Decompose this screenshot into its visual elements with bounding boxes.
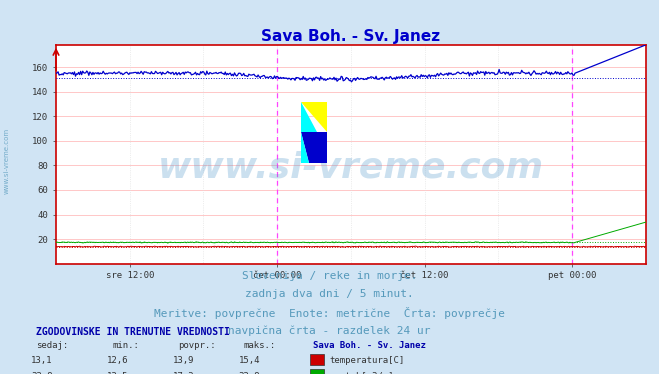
Text: 33,8: 33,8 [31,372,53,374]
Text: www.si-vreme.com: www.si-vreme.com [3,128,10,194]
Polygon shape [301,132,328,163]
Text: 13,5: 13,5 [107,372,129,374]
Text: navpična črta - razdelek 24 ur: navpična črta - razdelek 24 ur [228,325,431,335]
Polygon shape [301,102,328,132]
Text: maks.:: maks.: [244,341,276,350]
Polygon shape [301,132,309,163]
Text: zadnja dva dni / 5 minut.: zadnja dva dni / 5 minut. [245,289,414,299]
Text: 15,4: 15,4 [239,356,260,365]
Text: Meritve: povprečne  Enote: metrične  Črta: povprečje: Meritve: povprečne Enote: metrične Črta:… [154,307,505,319]
Text: www.si-vreme.com: www.si-vreme.com [158,150,544,184]
Text: 13,9: 13,9 [173,356,194,365]
Text: 13,1: 13,1 [31,356,53,365]
Text: ZGODOVINSKE IN TRENUTNE VREDNOSTI: ZGODOVINSKE IN TRENUTNE VREDNOSTI [36,327,230,337]
Text: sedaj:: sedaj: [36,341,69,350]
Text: temperatura[C]: temperatura[C] [330,356,405,365]
Text: 12,6: 12,6 [107,356,129,365]
Text: 17,3: 17,3 [173,372,194,374]
Polygon shape [301,102,317,132]
FancyBboxPatch shape [309,132,328,163]
Title: Sava Boh. - Sv. Janez: Sava Boh. - Sv. Janez [262,29,440,44]
Text: Sava Boh. - Sv. Janez: Sava Boh. - Sv. Janez [313,341,426,350]
Text: povpr.:: povpr.: [178,341,215,350]
Text: Slovenija / reke in morje.: Slovenija / reke in morje. [242,271,417,281]
Text: 33,8: 33,8 [239,372,260,374]
Text: min.:: min.: [112,341,139,350]
Text: pretok[m3/s]: pretok[m3/s] [330,372,394,374]
